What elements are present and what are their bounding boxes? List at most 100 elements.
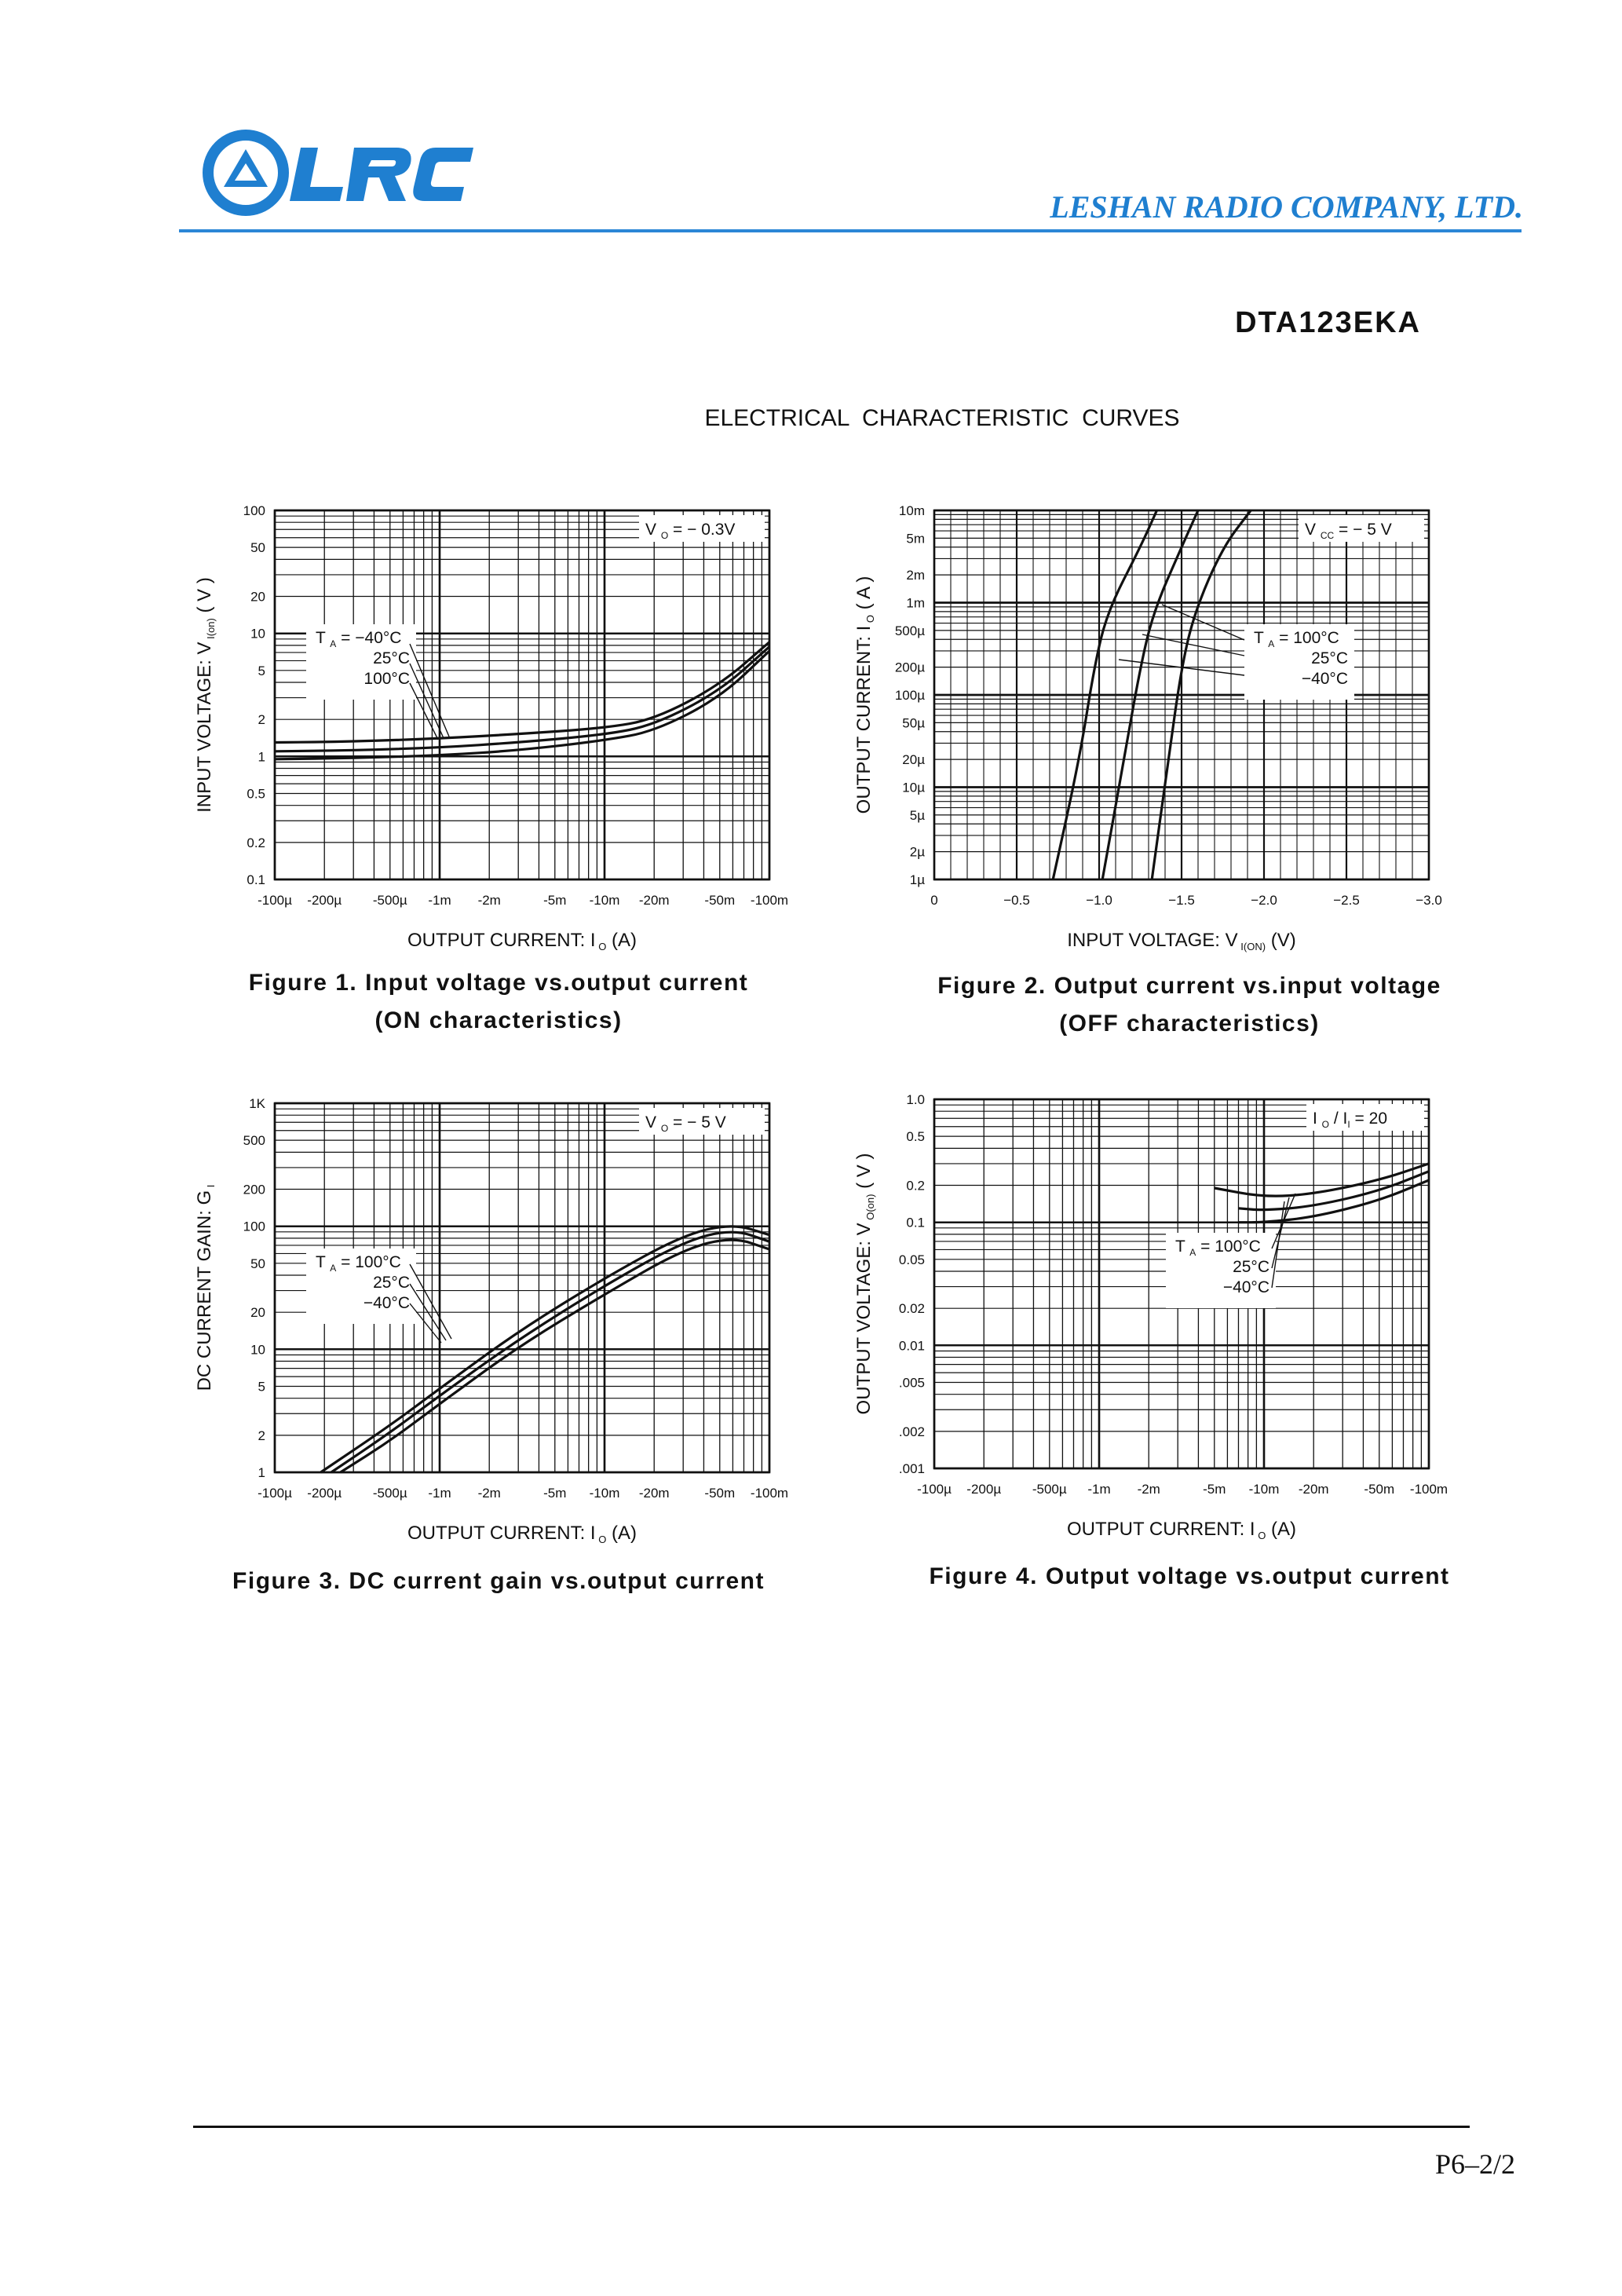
- figure-1-caption-line1: Figure 1. Input voltage vs.output curren…: [248, 970, 749, 996]
- y-tick-label: 100: [243, 1219, 265, 1234]
- y-tick-label: 10: [250, 1342, 265, 1357]
- legend-entry: T A = 100°C: [1175, 1238, 1261, 1258]
- figure-3-caption: Figure 3. DC current gain vs.output curr…: [188, 1563, 809, 1600]
- series-line: [274, 645, 771, 753]
- figure-3-chart: 1K 500 200 100 50 20 10 5 2 1 -100µ -200µ -500µ -1m -2…: [188, 1088, 809, 1559]
- x-axis-label: OUTPUT CURRENT: I O (A): [407, 1523, 637, 1545]
- y-tick-label: 20: [250, 1305, 265, 1320]
- y-tick-label: 1.0: [906, 1092, 925, 1107]
- legend-leader: [409, 1283, 447, 1341]
- y-tick-label: 0.01: [899, 1338, 925, 1353]
- legend-box: [306, 1249, 416, 1324]
- x-tick-label: -1m: [1087, 1482, 1110, 1497]
- legend-entry: 25°C: [1233, 1258, 1269, 1276]
- y-tick-label: 50: [250, 1256, 265, 1271]
- y-tick-label: 0.2: [906, 1179, 925, 1194]
- series-line: [274, 649, 771, 761]
- y-tick-label: 2: [258, 712, 265, 727]
- series-line: [1101, 510, 1200, 880]
- legend-entry: T A = 100°C: [1254, 629, 1339, 649]
- legend-leader: [1271, 1197, 1290, 1269]
- y-tick-label: 500: [243, 1133, 265, 1148]
- x-tick-label: -20m: [639, 893, 670, 908]
- y-tick-label: 2µ: [910, 845, 925, 860]
- y-tick-label: 5m: [906, 531, 925, 546]
- legend-leader: [409, 663, 444, 739]
- x-tick-label: -2m: [478, 893, 501, 908]
- y-axis-label: INPUT VOLTAGE: V I(on) ( V ): [194, 577, 217, 813]
- y-tick-label: 50µ: [902, 715, 925, 730]
- chart-3-series: [320, 1225, 770, 1474]
- footer-divider: [193, 2126, 1470, 2128]
- series-line: [1150, 510, 1252, 880]
- series-line: [1238, 1179, 1430, 1224]
- y-tick-label: 200µ: [895, 660, 925, 675]
- x-tick-label: -500µ: [1032, 1482, 1067, 1497]
- x-tick-label: −0.5: [1003, 893, 1030, 908]
- chart-2-series: [1051, 510, 1252, 880]
- condition-box: [639, 1108, 765, 1135]
- y-tick-label: 0.5: [906, 1129, 925, 1144]
- x-axis-label: OUTPUT CURRENT: I O (A): [1067, 1519, 1296, 1541]
- figure-2-caption: Figure 2. Output current vs.input voltag…: [879, 967, 1500, 1043]
- x-tick-label: −3.0: [1416, 893, 1442, 908]
- legend-leader: [1271, 1201, 1285, 1289]
- y-tick-label: 1m: [906, 596, 925, 611]
- x-tick-label: −2.0: [1251, 893, 1277, 908]
- legend-leader: [409, 682, 439, 740]
- x-tick-label: -100µ: [258, 1486, 292, 1501]
- lrc-logo-mark: [203, 130, 473, 216]
- x-axis-label: OUTPUT CURRENT: I O (A): [407, 930, 637, 952]
- y-tick-label: 0.1: [906, 1216, 925, 1230]
- y-tick-label: 0.02: [899, 1301, 925, 1316]
- legend-leader: [1161, 604, 1245, 641]
- figure-1-chart: 100 50 20 10 5 2 1 0.5 0.2 0.1 -100µ -200µ -500µ -1m -…: [188, 495, 809, 966]
- y-tick-label: 2m: [906, 568, 925, 583]
- y-tick-label: .002: [899, 1424, 925, 1439]
- y-tick-label: 5: [258, 1379, 265, 1394]
- y-tick-label: 0.2: [247, 835, 265, 850]
- x-tick-label: −2.5: [1333, 893, 1360, 908]
- figure-2-caption-line2: (OFF characteristics): [1059, 1011, 1320, 1036]
- x-tick-label: -1m: [428, 893, 451, 908]
- x-tick-label: -500µ: [373, 1486, 407, 1501]
- y-tick-label: 1K: [249, 1096, 265, 1111]
- y-axis-label: OUTPUT CURRENT: I O ( A ): [853, 576, 876, 814]
- chart-1-svg: 100 50 20 10 5 2 1 0.5 0.2 0.1 -100µ -200µ -500µ -1m -…: [194, 503, 788, 952]
- y-tick-label: 0.05: [899, 1252, 925, 1267]
- condition-box: [1306, 1104, 1424, 1131]
- x-tick-label: -10m: [590, 1486, 620, 1501]
- x-tick-label: -200µ: [966, 1482, 1001, 1497]
- x-tick-label: -100m: [751, 1486, 788, 1501]
- y-tick-label: .005: [899, 1375, 925, 1390]
- test-condition-label: V O = − 0.3V: [645, 521, 735, 541]
- x-tick-label: −1.5: [1168, 893, 1195, 908]
- y-tick-label: 5µ: [910, 808, 925, 823]
- x-tick-label: -100µ: [917, 1482, 952, 1497]
- condition-box: [639, 515, 765, 542]
- x-tick-label: -5m: [543, 893, 566, 908]
- y-tick-label: 1: [258, 1465, 265, 1480]
- x-tick-label: -100m: [751, 893, 788, 908]
- legend-leader: [409, 643, 450, 737]
- x-tick-label: 0: [930, 893, 937, 908]
- chart-3-svg: 1K 500 200 100 50 20 10 5 2 1 -100µ -200µ -500µ -1m -2…: [194, 1096, 788, 1545]
- legend-entry: −40°C: [1302, 670, 1348, 688]
- y-tick-label: 50: [250, 540, 265, 555]
- x-tick-label: -5m: [1203, 1482, 1226, 1497]
- legend-box: [1166, 1233, 1276, 1308]
- chart-3-frame: [273, 1102, 771, 1474]
- x-tick-label: -5m: [543, 1486, 566, 1501]
- y-axis-label: OUTPUT VOLTAGE: V O(on) ( V ): [853, 1153, 876, 1415]
- x-tick-label: -100µ: [258, 893, 292, 908]
- series-line: [331, 1230, 770, 1474]
- y-tick-label: 100: [243, 503, 265, 518]
- chart-4-series: [1214, 1162, 1430, 1224]
- figure-3-caption-line1: Figure 3. DC current gain vs.output curr…: [232, 1568, 765, 1594]
- y-tick-label: 0.5: [247, 786, 265, 801]
- page-number: P6–2/2: [1434, 2148, 1515, 2180]
- x-axis-label: INPUT VOLTAGE: V I(ON) (V): [1067, 930, 1295, 952]
- x-tick-label: -50m: [704, 893, 735, 908]
- y-tick-label: 20: [250, 590, 265, 605]
- figure-4-caption-line1: Figure 4. Output voltage vs.output curre…: [929, 1563, 1450, 1589]
